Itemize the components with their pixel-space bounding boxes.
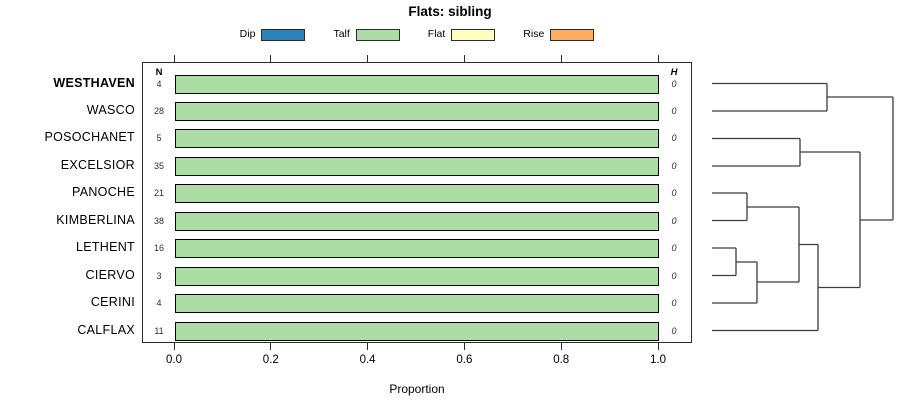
h-value: 0 (671, 298, 677, 309)
legend-swatch-dip (261, 28, 306, 41)
x-axis-tick-top (463, 55, 465, 62)
legend-swatch-rise (550, 28, 595, 41)
bar-segment-talf (175, 294, 659, 314)
bar-segment-talf (175, 184, 659, 204)
h-value: 0 (671, 325, 677, 336)
legend-label: Rise (523, 28, 545, 40)
legend-item-flat: Flat (428, 27, 496, 42)
category-label-wasco: WASCO (86, 102, 135, 117)
bar-segment-talf (175, 74, 659, 94)
h-value: 0 (671, 105, 677, 116)
x-axis-tick-label: 0.6 (456, 354, 473, 366)
x-axis-tick-top (560, 55, 562, 62)
x-axis-tick-bottom (367, 343, 369, 350)
bar-segment-talf (175, 266, 659, 286)
category-label-ciervo: CIERVO (85, 267, 135, 282)
category-label-calflax: CALFLAX (77, 322, 135, 337)
legend-label: Flat (427, 28, 446, 40)
h-value: 0 (671, 243, 677, 254)
legend-item-dip: Dip (240, 27, 306, 42)
legend-swatch-talf (355, 28, 400, 41)
n-value: 4 (156, 298, 162, 309)
x-axis-tick-label: 0.0 (166, 354, 182, 366)
n-value: 28 (153, 105, 164, 116)
x-axis-tick-bottom (270, 343, 272, 350)
n-value: 21 (153, 188, 164, 199)
x-axis-tick-bottom (657, 343, 659, 350)
legend-item-rise: Rise (523, 27, 595, 42)
x-axis-tick-label: 0.8 (553, 354, 570, 366)
bar-segment-talf (175, 211, 659, 231)
x-axis-tick-top (657, 55, 659, 62)
n-value: 11 (154, 325, 164, 336)
x-axis-tick-label: 1.0 (650, 354, 666, 366)
category-label-panoche: PANOCHE (72, 185, 135, 200)
category-label-posochanet: POSOCHANET (44, 130, 135, 145)
n-value: 16 (153, 243, 164, 254)
category-label-cerini: CERINI (90, 295, 135, 310)
x-axis-tick-top (173, 55, 175, 62)
bar-segment-talf (175, 156, 659, 176)
bar-segment-talf (175, 239, 659, 259)
x-axis-tick-top (270, 55, 272, 62)
h-value: 0 (671, 133, 677, 144)
chart-title: Flats: sibling (408, 4, 492, 19)
x-axis-tick-top (367, 55, 369, 62)
x-axis-title: Proportion (389, 382, 445, 396)
x-axis-tick-bottom (560, 343, 562, 350)
legend-label: Dip (239, 28, 256, 40)
legend-label: Talf (333, 28, 350, 40)
x-axis-tick-label: 0.2 (262, 354, 279, 366)
legend: Dip Talf Flat Rise (142, 26, 692, 43)
category-label-excelsior: EXCELSIOR (60, 157, 135, 172)
n-value: 38 (153, 215, 164, 226)
h-value: 0 (671, 270, 677, 281)
n-value: 5 (156, 133, 162, 144)
dendrogram (712, 82, 894, 332)
x-axis-tick-bottom (463, 343, 465, 350)
x-axis-tick-bottom (173, 343, 175, 350)
bar-segment-talf (175, 321, 659, 341)
bar-segment-talf (175, 129, 659, 149)
h-value: 0 (671, 78, 677, 89)
legend-swatch-flat (451, 28, 496, 41)
h-value: 0 (671, 160, 677, 171)
n-value: 3 (156, 270, 162, 281)
n-column-header: N (155, 67, 163, 78)
category-label-kimberlina: KIMBERLINA (56, 212, 135, 227)
legend-item-talf: Talf (333, 27, 400, 42)
category-label-westhaven: WESTHAVEN (53, 75, 135, 90)
n-value: 4 (156, 78, 162, 89)
category-label-lethent: LETHENT (75, 240, 135, 255)
h-column-header: H (670, 67, 678, 78)
h-value: 0 (671, 215, 677, 226)
n-value: 35 (153, 160, 164, 171)
plot-area: N H 4 0 28 0 5 0 35 0 21 0 38 0 16 0 3 0 4 0 11 0 (142, 62, 692, 343)
bar-segment-talf (175, 101, 659, 121)
x-axis-tick-label: 0.4 (359, 354, 376, 366)
h-value: 0 (671, 188, 677, 199)
